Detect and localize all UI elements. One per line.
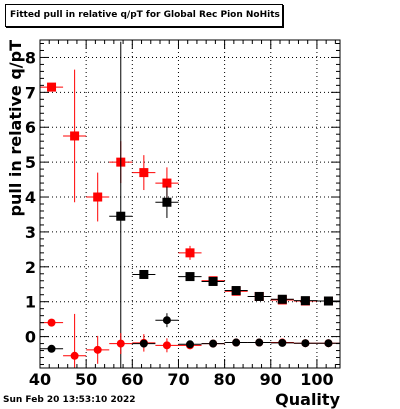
data-point-circle	[301, 339, 310, 348]
data-point-circle	[93, 345, 102, 354]
data-point-square	[70, 131, 80, 141]
data-point-square	[116, 211, 126, 221]
data-point-square	[139, 269, 149, 279]
series-3	[40, 313, 340, 353]
y-tick-label: 5	[25, 153, 36, 172]
data-point-square	[277, 294, 287, 304]
data-point-square	[139, 168, 149, 178]
y-tick-label: 8	[25, 48, 36, 67]
data-point-circle	[278, 338, 287, 347]
data-point-circle	[47, 318, 56, 327]
data-series	[40, 41, 340, 368]
data-point-square	[185, 272, 195, 282]
x-axis-label: Quality	[275, 390, 340, 409]
y-tick-label: 3	[25, 223, 36, 242]
data-point-circle	[47, 344, 56, 353]
data-point-square	[323, 296, 333, 306]
tick-labels: 40 50 60 70 80 90 100 0 1 2 3 4 5 6 7 8	[25, 48, 334, 389]
axis-ticks	[39, 40, 340, 368]
x-tick-label: 40	[29, 370, 51, 389]
data-point-circle	[324, 339, 333, 348]
series-0	[40, 69, 340, 306]
data-point-circle	[70, 351, 79, 360]
y-tick-label: 6	[25, 118, 36, 137]
data-point-circle	[232, 338, 241, 347]
data-point-square	[208, 276, 218, 286]
data-point-square	[162, 178, 172, 188]
y-tick-label: 1	[25, 293, 36, 312]
data-point-square	[47, 82, 57, 92]
x-tick-label: 80	[213, 370, 235, 389]
data-point-square	[300, 296, 310, 306]
y-axis-label: pull in relative q/pT	[6, 40, 25, 217]
x-tick-label: 100	[300, 370, 333, 389]
x-tick-label: 70	[167, 370, 189, 389]
data-point-square	[162, 197, 172, 207]
y-tick-label: 7	[25, 83, 36, 102]
series-1	[109, 41, 340, 368]
data-point-square	[185, 248, 195, 258]
chart-title-box: Fitted pull in relative q/pT for Global …	[5, 4, 283, 27]
data-point-circle	[186, 340, 194, 349]
y-tick-label: 2	[25, 258, 36, 277]
x-tick-label: 90	[260, 370, 282, 389]
data-point-square	[231, 286, 241, 296]
timestamp: Sun Feb 20 13:53:10 2022	[3, 395, 136, 405]
data-point-square	[93, 192, 103, 202]
x-tick-label: 50	[75, 370, 97, 389]
data-point-circle	[139, 339, 148, 348]
plot-frame	[39, 39, 341, 369]
y-tick-label: 0	[25, 328, 36, 347]
y-tick-label: 4	[25, 188, 36, 207]
x-tick-label: 60	[121, 370, 143, 389]
chart-title: Fitted pull in relative q/pT for Global …	[10, 10, 280, 20]
data-point-circle	[162, 316, 171, 325]
grid-lines	[40, 40, 340, 368]
data-point-circle	[116, 339, 125, 348]
data-point-circle	[162, 341, 171, 350]
data-point-circle	[209, 339, 218, 348]
data-point-square	[254, 291, 264, 301]
data-point-circle	[255, 338, 264, 347]
